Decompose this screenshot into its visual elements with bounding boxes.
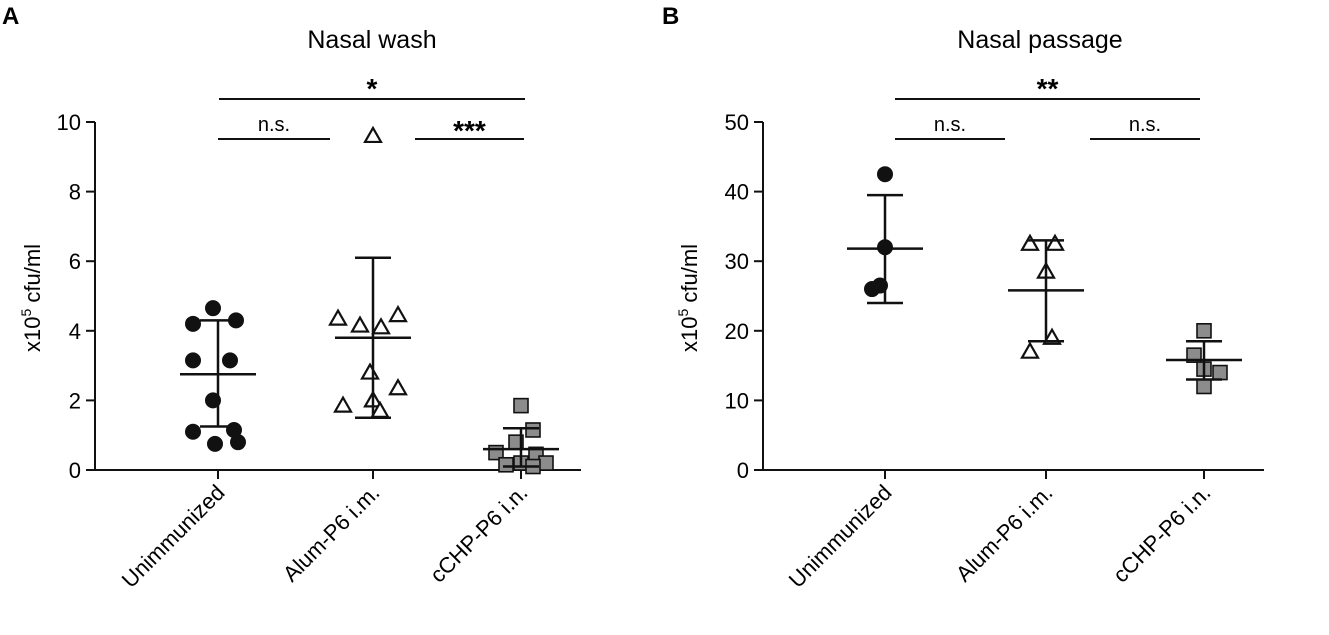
panel-b-point-triangle (1020, 233, 1040, 251)
panel-a-plot: 0 2 4 6 8 10 Unimmunized Alum-P6 i.m. cCHP-P6 i.… (57, 73, 581, 593)
panel-a-point-triangle (333, 395, 353, 413)
panel-b-comparison-label: n.s. (934, 114, 966, 136)
panel-b-ylabel-sup: 5 (675, 309, 691, 317)
panel-b-title: Nasal passage (957, 26, 1122, 54)
panel-a-point-circle (230, 434, 246, 451)
panel-a-point-triangle (388, 304, 408, 323)
panel-b-ylabel-base: x10 (677, 317, 702, 352)
panel-b-y-tick-label: 40 (725, 180, 749, 205)
panel-a-y-tick-label: 8 (69, 180, 81, 205)
panel-a-ylabel-sup: 5 (18, 309, 34, 317)
panel-a-y-tick-label: 4 (69, 319, 81, 344)
panel-b-y-tick-label: 20 (725, 319, 749, 344)
panel-a-point-circle (207, 435, 223, 452)
panel-b-ylabel-unit: cfu/ml (677, 244, 702, 309)
panel-b-y-tick-label: 30 (725, 249, 749, 274)
panel-a-point-triangle (371, 317, 391, 335)
panel-a-point-circle (205, 300, 221, 317)
panel-a-ylabel-unit: cfu/ml (20, 244, 45, 309)
panel-a-ylabel-base: x10 (20, 317, 45, 352)
panel-b-y-tick-label: 0 (737, 458, 749, 483)
panel-a-point-circle (185, 315, 201, 332)
panel-b-y-tick-label: 50 (725, 110, 749, 135)
panel-b-comparison-label: n.s. (1129, 114, 1161, 136)
panel-a-ylabel: x105 cfu/ml (18, 244, 45, 352)
panel-b-point-circle (877, 166, 893, 183)
panel-a-y-tick-label: 10 (57, 110, 81, 135)
panel-a-point-triangle (350, 315, 370, 333)
panel-a-category-label: cCHP-P6 i.n. (425, 480, 533, 588)
panel-a-point-triangle (360, 362, 380, 380)
panel-a-point-triangle (363, 125, 383, 144)
panel-a-point-square (513, 397, 529, 414)
panel-b-point-circle (864, 281, 880, 298)
panel-a-point-square (538, 455, 554, 471)
panel-a-y-tick-label: 6 (69, 249, 81, 274)
panel-b-point-triangle (1045, 233, 1065, 251)
panel-a-comparison-label: *** (453, 115, 486, 146)
panel-b-point-square (1186, 347, 1202, 363)
panel-a-category-label: Alum-P6 i.m. (278, 480, 385, 587)
panel-b-category-label: cCHP-P6 i.n. (1108, 480, 1216, 588)
panel-b-point-triangle (1020, 341, 1040, 359)
panel-a-y-tick-label: 2 (69, 388, 81, 413)
panel-b-y-tick-label: 10 (725, 388, 749, 413)
panel-b-category-label: Unimmunized (784, 480, 897, 593)
panel-b-plot: 0 10 20 30 40 50 Unimmunized Alum-P6 i.m. cCHP-P… (725, 73, 1264, 593)
panel-b-point-square (1196, 322, 1212, 339)
panel-b-point-square (1196, 378, 1212, 395)
panel-a-category-label: Unimmunized (117, 480, 230, 593)
panel-a-letter: A (2, 3, 19, 30)
panel-a-title: Nasal wash (307, 26, 436, 54)
panel-a-point-circle (185, 423, 201, 440)
panel-b-ylabel: x105 cfu/ml (675, 244, 702, 352)
panel-b-category-label: Alum-P6 i.m. (951, 480, 1058, 587)
panel-a-comparison-label: n.s. (258, 114, 290, 136)
panel-b-letter: B (662, 3, 679, 30)
panel-a-y-tick-label: 0 (69, 458, 81, 483)
panel-a-comparison-label: * (367, 73, 378, 104)
panel-a-point-triangle (388, 378, 408, 396)
panel-a-point-circle (185, 352, 201, 369)
panel-a-point-square (498, 456, 514, 473)
panel-a-point-triangle (328, 308, 348, 326)
panel-b-comparison-label: ** (1037, 73, 1059, 104)
panel-a-point-square (525, 422, 541, 438)
panel-a-point-circle (222, 352, 238, 369)
panel-b-point-square (1212, 364, 1228, 381)
